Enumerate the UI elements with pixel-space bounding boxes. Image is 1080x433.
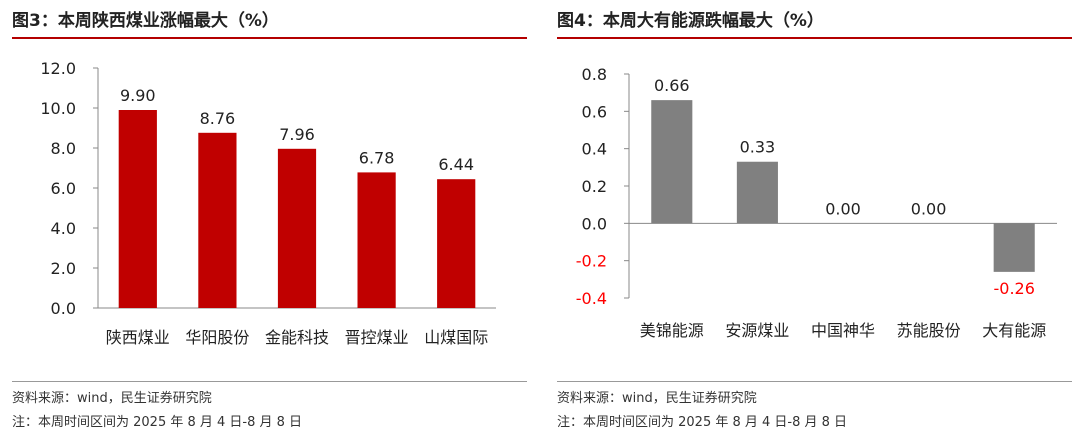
category-label: 中国神华: [811, 321, 875, 340]
y-tick-label: 6.0: [51, 179, 76, 198]
data-label: 8.76: [200, 109, 236, 128]
note-text: 注：本周时间区间为 2025 年 8 月 4 日-8 月 8 日: [557, 415, 848, 430]
bar: [651, 100, 693, 224]
y-tick-label: 0.0: [582, 214, 607, 233]
bar: [736, 161, 778, 224]
y-tick-label: 0.6: [582, 102, 607, 121]
title-rule: [557, 37, 1072, 39]
y-tick-label: 10.0: [40, 99, 76, 118]
data-label: 0.00: [911, 199, 947, 218]
footer-rule: [557, 381, 1072, 382]
source-text: 资料来源：wind，民生证券研究院: [557, 391, 757, 406]
y-tick-label: 8.0: [51, 139, 76, 158]
note-text: 注：本周时间区间为 2025 年 8 月 4 日-8 月 8 日: [12, 415, 303, 430]
bar: [357, 172, 396, 308]
source-text: 资料来源：wind，民生证券研究院: [12, 391, 212, 406]
category-label: 苏能股份: [897, 321, 961, 340]
bar: [993, 223, 1035, 272]
data-label: 0.33: [740, 138, 776, 157]
chart-title: 图4：本周大有能源跌幅最大（%）: [557, 11, 824, 31]
category-label: 华阳股份: [185, 328, 249, 347]
data-label: 7.96: [279, 125, 315, 144]
y-tick-label: -0.2: [576, 252, 607, 271]
footer-rule: [12, 381, 527, 382]
category-label: 安源煤业: [725, 321, 789, 340]
chart-title: 图3：本周陕西煤业涨幅最大（%）: [12, 11, 279, 31]
category-label: 陕西煤业: [106, 328, 170, 347]
category-label: 大有能源: [982, 321, 1046, 340]
category-label: 山煤国际: [424, 328, 488, 347]
data-label: 0.00: [825, 199, 861, 218]
bar-chart-right: -0.4 -0.2 0.0 0.2 0.4 0.6 0.8 0.66 美锦能源 0.33 安源煤业 0…: [576, 65, 1057, 340]
category-label: 美锦能源: [640, 321, 704, 340]
y-tick-label: 12.0: [40, 59, 76, 78]
bar: [277, 148, 317, 308]
y-tick-label: 0.2: [582, 177, 607, 196]
y-tick-label: 4.0: [51, 219, 76, 238]
y-tick-label: 2.0: [51, 259, 76, 278]
category-label: 金能科技: [265, 328, 329, 347]
data-label: 9.90: [120, 86, 156, 105]
chart-panel-left: 图3：本周陕西煤业涨幅最大（%） 0.0 2.0 4.0 6.0 8.0 10.0 12.0…: [12, 0, 527, 433]
bar: [118, 110, 157, 308]
data-label: -0.26: [993, 279, 1034, 298]
data-label: 6.78: [359, 148, 395, 167]
chart-panel-right: 图4：本周大有能源跌幅最大（%） -0.4 -0.2 0.0 0.2 0.4 0.6 0.8…: [557, 0, 1072, 433]
bar-chart-left: 0.0 2.0 4.0 6.0 8.0 10.0 12.0 9.90 陕西煤业 8.76 华阳股份 7…: [40, 59, 496, 347]
data-label: 0.66: [654, 76, 690, 95]
y-tick-label: 0.4: [582, 140, 607, 159]
category-label: 晋控煤业: [345, 328, 409, 347]
bar: [198, 132, 237, 308]
y-tick-label: -0.4: [576, 289, 607, 308]
bar: [437, 179, 476, 308]
title-rule: [12, 37, 527, 39]
data-label: 6.44: [438, 155, 474, 174]
y-tick-label: 0.0: [51, 299, 76, 318]
y-tick-label: 0.8: [582, 65, 607, 84]
